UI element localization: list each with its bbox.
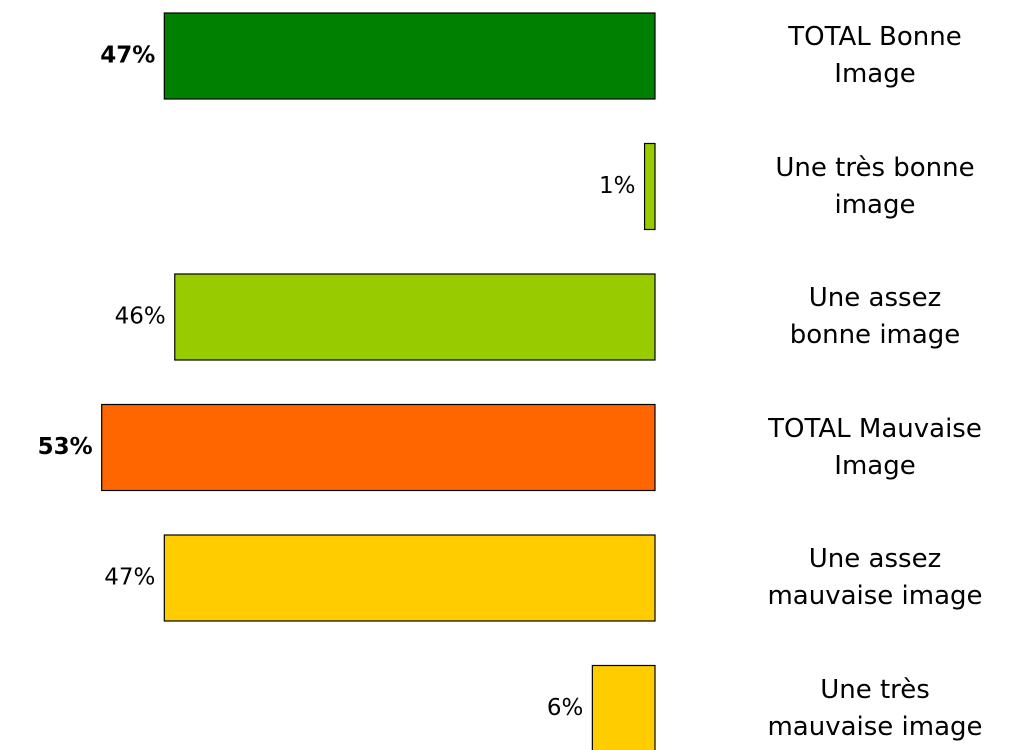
category-label: Une très bonne image [775,152,975,220]
category-label: Une assez mauvaise image [767,544,983,611]
category-label: Une très mauvaise image [767,674,983,742]
bar [101,403,656,492]
value-label: 1% [599,173,636,199]
category-label: TOTAL Bonne Image [788,22,962,89]
category-label: TOTAL Mauvaise Image [768,413,982,481]
bar [643,142,656,231]
bar [163,12,656,100]
value-label: 46% [115,304,166,330]
bar [174,273,656,361]
value-label: 53% [38,434,93,460]
bar [163,534,656,622]
value-label: 47% [104,565,155,591]
bar [591,664,656,750]
value-label: 47% [100,43,155,69]
category-label: Une assez bonne image [789,283,961,350]
value-label: 6% [547,695,584,721]
